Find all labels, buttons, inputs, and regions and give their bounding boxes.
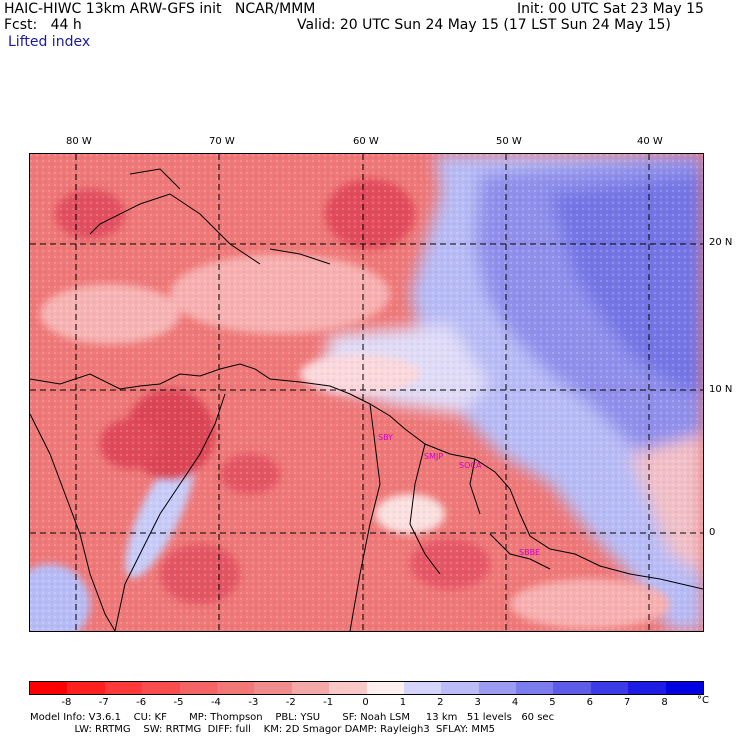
colorbar-cell	[142, 682, 180, 694]
model-info-line1: Model Info: V3.6.1 CU: KF MP: Thompson P…	[30, 712, 555, 723]
lon-label: 50 W	[496, 136, 522, 147]
colorbar-cell	[403, 682, 442, 694]
colorbar-label: -6	[136, 697, 147, 708]
colorbar-label: 2	[437, 697, 444, 708]
lon-label: 40 W	[637, 136, 663, 147]
colorbar-cell	[553, 682, 591, 694]
header-init: Init: 00 UTC Sat 23 May 15	[517, 1, 704, 17]
colorbar-cell	[478, 682, 517, 694]
lon-label: 80 W	[66, 136, 92, 147]
station-label: SMJP	[424, 452, 444, 461]
colorbar-label: -5	[173, 697, 184, 708]
colorbar-cell	[179, 682, 217, 694]
lat-label: 0	[709, 527, 716, 538]
colorbar-cell	[291, 682, 330, 694]
colorbar-label: -8	[61, 697, 72, 708]
coastlines	[30, 168, 703, 631]
colorbar-label: 0	[362, 697, 369, 708]
colorbar-label: -7	[98, 697, 109, 708]
colorbar-cell	[329, 682, 367, 694]
colorbar-label: 1	[399, 697, 407, 708]
colorbar	[29, 681, 704, 695]
colorbar-cell	[628, 682, 666, 694]
colorbar-cell	[516, 682, 554, 694]
station-label: SBBE	[519, 548, 541, 557]
colorbar-cell	[30, 682, 68, 694]
colorbar-label: 6	[586, 697, 594, 708]
lat-label: 20 N	[709, 237, 733, 248]
colorbar-label: -3	[248, 697, 259, 708]
colorbar-cell	[441, 682, 479, 694]
header-valid: Valid: 20 UTC Sun 24 May 15 (17 LST Sun …	[297, 17, 671, 33]
map-canvas	[30, 154, 703, 631]
colorbar-cell	[366, 682, 404, 694]
station-label: SOCA	[459, 461, 482, 470]
colorbar-cell	[665, 682, 704, 694]
colorbar-label: 3	[474, 697, 481, 708]
colorbar-unit: °C	[697, 695, 709, 706]
colorbar-label: 5	[549, 697, 556, 708]
station-label: SBY	[378, 433, 394, 442]
colorbar-cell	[104, 682, 143, 694]
header-fcst: Fcst: 44 h	[4, 17, 82, 33]
colorbar-cell	[67, 682, 105, 694]
colorbar-cell	[590, 682, 629, 694]
colorbar-cell	[254, 682, 292, 694]
colorbar-label: 7	[624, 697, 631, 708]
lon-label: 60 W	[353, 136, 379, 147]
latlon-grid	[30, 154, 703, 631]
colorbar-label: -1	[323, 697, 334, 708]
header-title: HAIC-HIWC 13km ARW-GFS init NCAR/MMM	[4, 1, 316, 17]
colorbar-label: 4	[511, 697, 519, 708]
colorbar-label: -2	[285, 697, 296, 708]
colorbar-label: -4	[210, 697, 221, 708]
field-name: Lifted index	[8, 34, 91, 50]
lifted-index-map	[29, 153, 704, 632]
colorbar-cell	[216, 682, 255, 694]
model-info-line2: LW: RRTMG SW: RRTMG DIFF: full KM: 2D Sm…	[30, 724, 495, 735]
lon-label: 70 W	[209, 136, 235, 147]
colorbar-label: 8	[661, 697, 668, 708]
lat-label: 10 N	[709, 384, 733, 395]
